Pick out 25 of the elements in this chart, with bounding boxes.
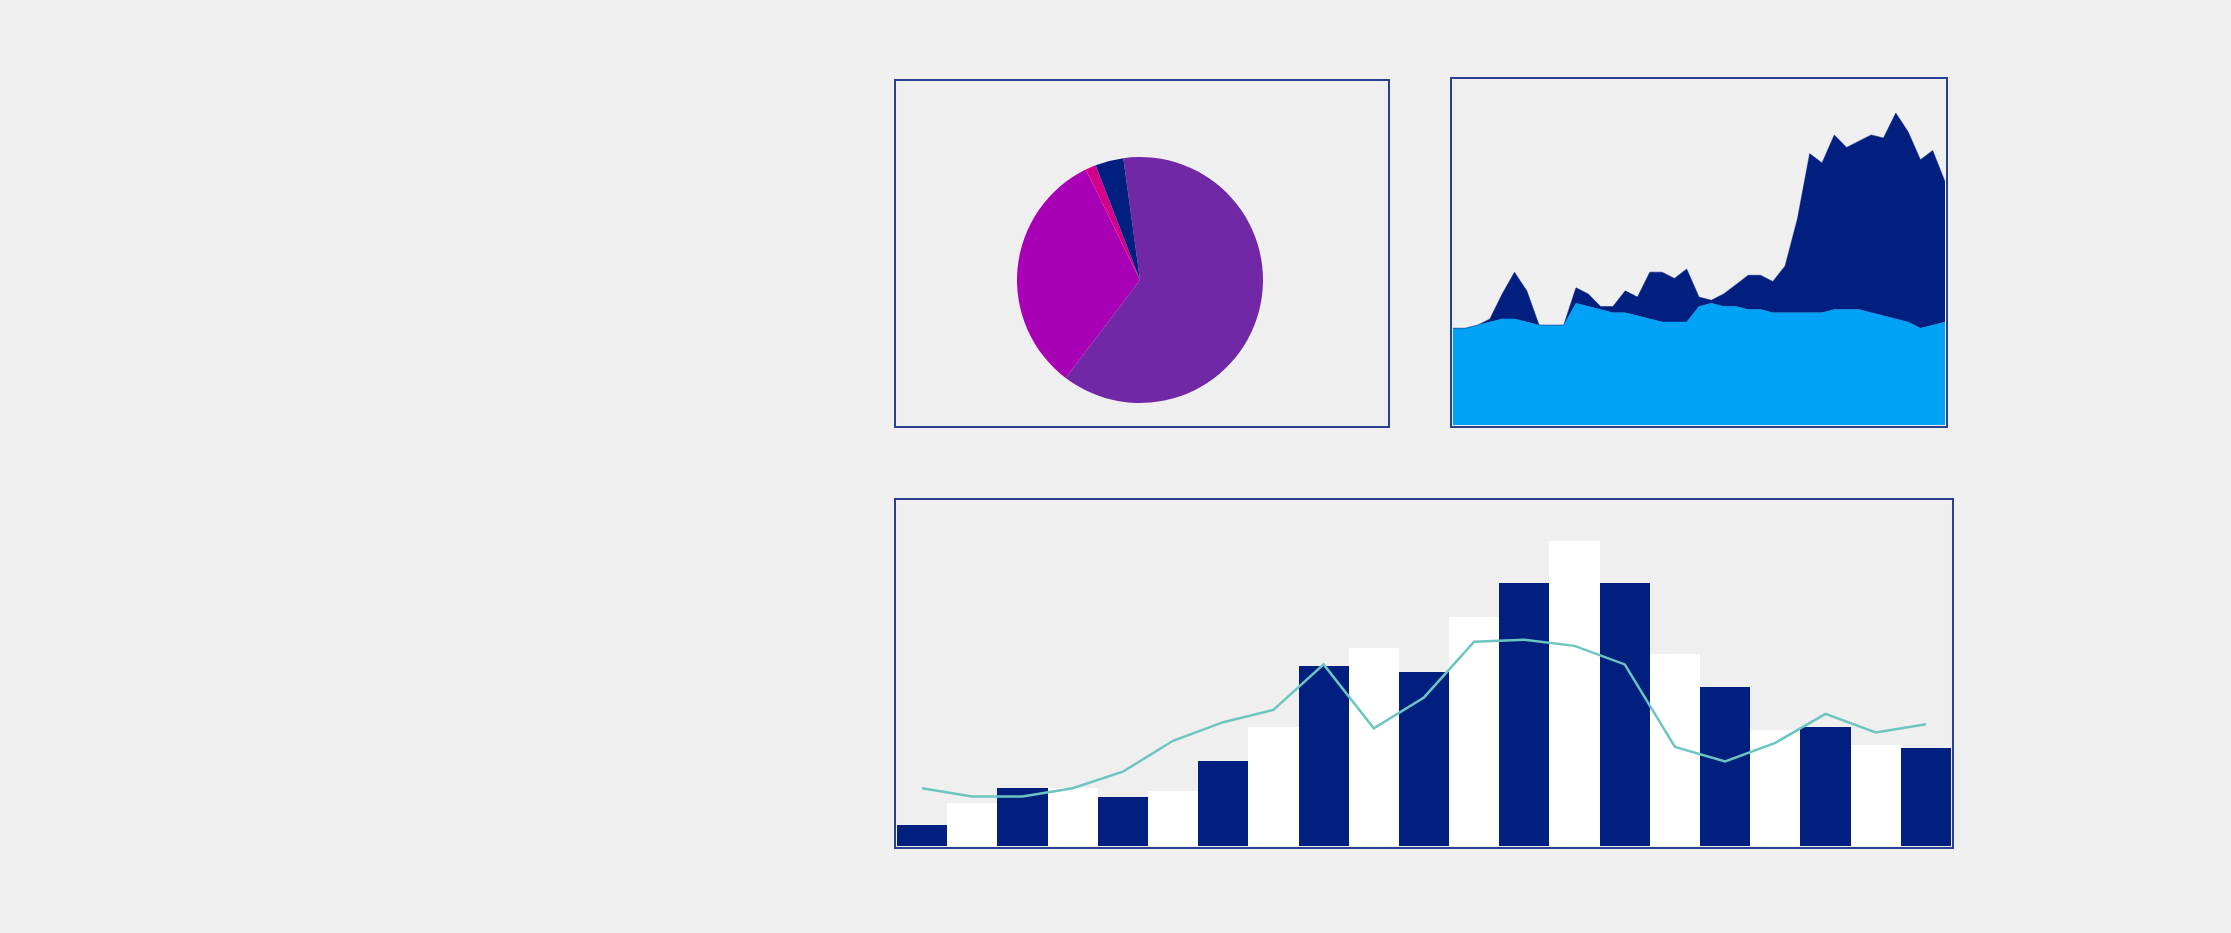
bar [1048, 788, 1098, 846]
pie-slice [1095, 158, 1140, 280]
bar [1700, 687, 1750, 846]
bar [1650, 654, 1700, 846]
bar [1600, 583, 1650, 846]
bar [1499, 583, 1549, 846]
bar [1549, 541, 1600, 846]
bar [1349, 648, 1399, 846]
pie-slice [1017, 169, 1140, 378]
bar [1851, 745, 1901, 846]
bar [1399, 672, 1449, 846]
bar [1098, 797, 1148, 846]
bar [897, 825, 947, 846]
bar [947, 803, 997, 846]
bar [1750, 730, 1800, 846]
bar [1148, 791, 1198, 846]
bar [1800, 727, 1851, 846]
bar [1901, 748, 1951, 846]
pie-slice [1085, 165, 1140, 280]
bar [1449, 617, 1499, 846]
bar [997, 788, 1048, 846]
bar [1299, 666, 1349, 846]
bar [1198, 761, 1248, 846]
pie-slice [1065, 157, 1263, 403]
bar [1248, 727, 1299, 846]
